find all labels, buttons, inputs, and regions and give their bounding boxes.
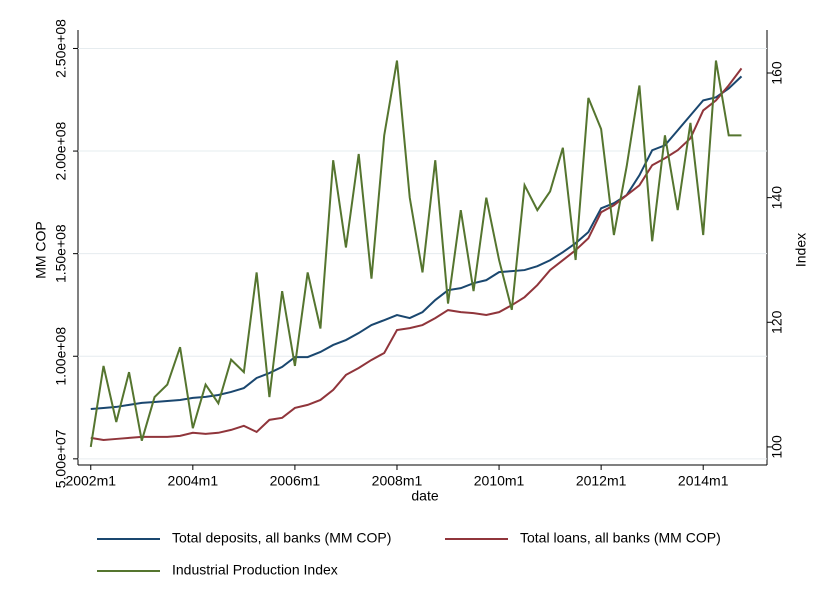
line-series (89, 60, 742, 448)
x-tick-label: 2008m1 (372, 473, 423, 489)
x-axis-title: date (411, 488, 438, 504)
y2-tick-label: 100 (769, 435, 785, 459)
legend-label: Industrial Production Index (172, 562, 338, 578)
y2-tick-label: 120 (769, 310, 785, 334)
x-tick-label: 2002m1 (65, 473, 116, 489)
x-tick-label: 2014m1 (678, 473, 729, 489)
y2-tick-label: 140 (769, 186, 785, 210)
y-tick-label: 1.00e+08 (53, 327, 69, 386)
y2-tick-label: 160 (769, 61, 785, 85)
line-series (90, 67, 743, 441)
y-tick-label: 2.00e+08 (53, 121, 69, 180)
y-axis-title: MM COP (33, 221, 49, 279)
y2-axis-title: Index (793, 233, 809, 267)
y-tick-label: 1.50e+08 (53, 224, 69, 283)
x-tick-label: 2010m1 (474, 473, 525, 489)
x-tick-label: 2006m1 (270, 473, 321, 489)
y-tick-label: 5.00e+07 (53, 429, 69, 488)
legend-label: Total deposits, all banks (MM COP) (172, 530, 391, 546)
legend-label: Total loans, all banks (MM COP) (520, 530, 721, 546)
y-tick-label: 2.50e+08 (53, 19, 69, 78)
line-series (90, 75, 743, 410)
x-tick-label: 2012m1 (576, 473, 627, 489)
x-tick-label: 2004m1 (168, 473, 219, 489)
